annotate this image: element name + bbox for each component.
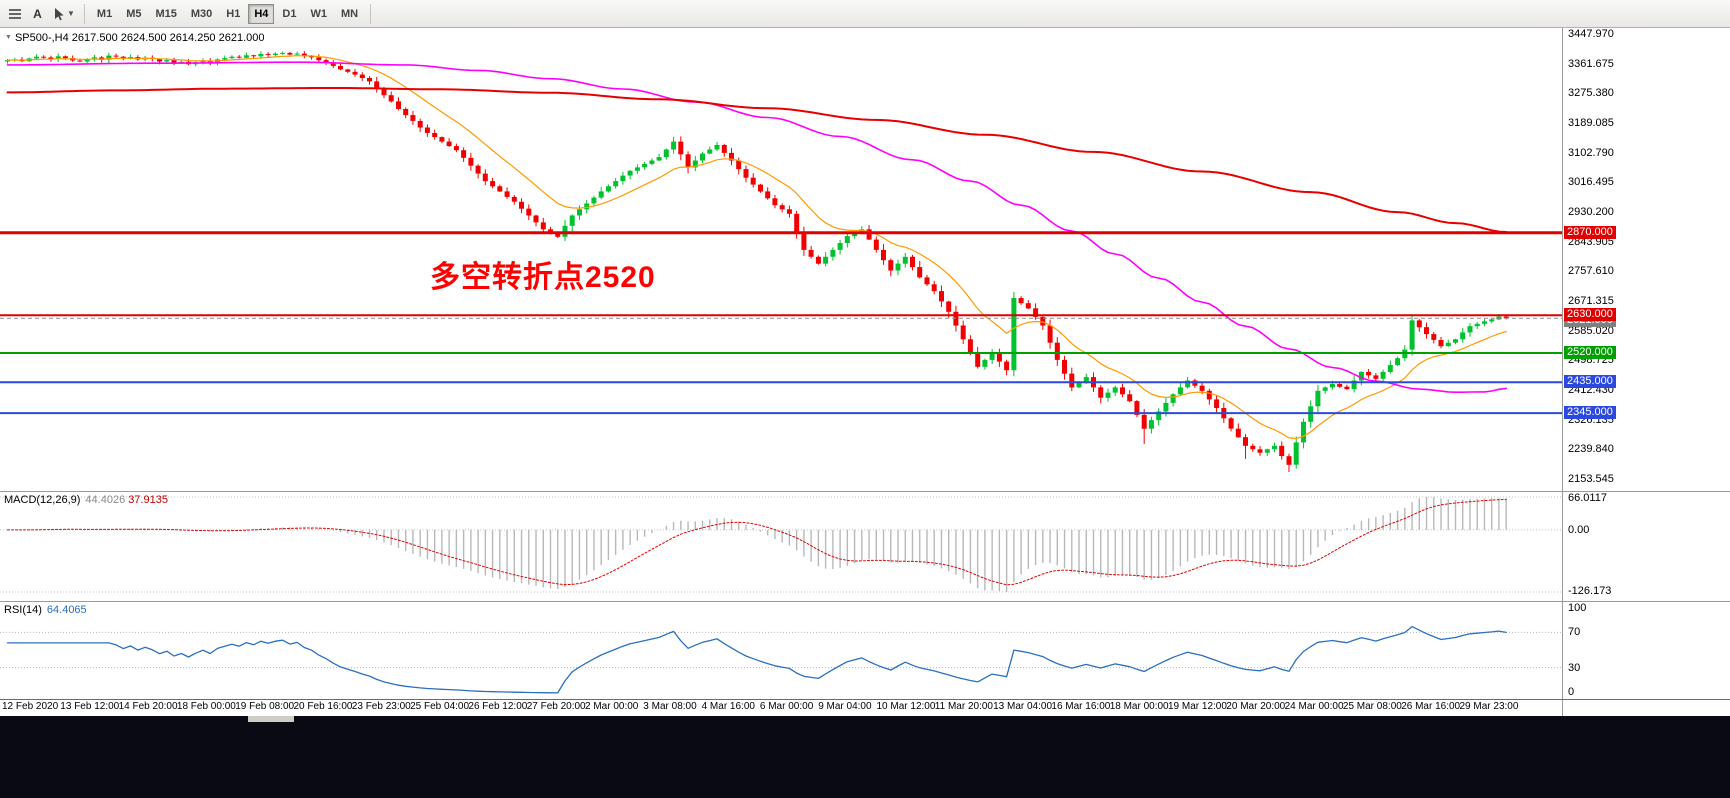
time-axis-label: 18 Mar 00:00 bbox=[1109, 701, 1169, 712]
scrollbar-thumb[interactable] bbox=[248, 716, 294, 722]
time-axis[interactable]: 12 Feb 2020 13 Feb 12:00 14 Feb 20:00 18 Fe… bbox=[0, 700, 1563, 716]
price-tick-label: 2930.200 bbox=[1568, 206, 1614, 218]
timeframe-button-w1[interactable]: W1 bbox=[304, 4, 333, 24]
time-axis-label: 26 Feb 12:00 bbox=[468, 701, 528, 712]
price-tick-label: 3275.380 bbox=[1568, 87, 1614, 100]
time-axis-label: 29 Mar 23:00 bbox=[1459, 701, 1519, 712]
toolbar-separator bbox=[83, 3, 85, 24]
time-axis-label: 6 Mar 00:00 bbox=[759, 701, 814, 712]
time-scale-corner bbox=[1563, 700, 1730, 716]
timeframe-button-d1[interactable]: D1 bbox=[276, 4, 302, 24]
price-tick-label: 3189.085 bbox=[1568, 117, 1614, 129]
level-badge: 2870.000 bbox=[1564, 225, 1616, 239]
level-badge: 2345.000 bbox=[1564, 406, 1616, 420]
price-tick-label: 3102.790 bbox=[1568, 146, 1614, 159]
price-tick-label: 2585.020 bbox=[1568, 324, 1614, 337]
time-axis-label: 13 Feb 12:00 bbox=[60, 701, 120, 712]
price-tick-label: 2153.545 bbox=[1568, 473, 1614, 485]
toolbar-separator bbox=[370, 3, 372, 24]
rsi-tick-label: 100 bbox=[1568, 602, 1587, 614]
taskbar bbox=[0, 716, 1730, 798]
text-tool-button[interactable]: A bbox=[26, 3, 49, 25]
rsi-scale-corner: 100 70 30 0 bbox=[1563, 602, 1730, 699]
timeframe-buttons: M1 M5 M15 M30 H1 H4 D1 W1 MN bbox=[90, 3, 365, 24]
time-axis-label: 2 Mar 00:00 bbox=[585, 701, 639, 712]
macd-label: MACD(12,26,9) 44.4026 37.9135 bbox=[4, 494, 168, 506]
price-chart[interactable]: ▼ SP500-,H4 2617.500 2624.500 2614.250 26… bbox=[0, 28, 1563, 491]
price-tick-label: 3016.495 bbox=[1568, 176, 1614, 189]
timeframe-button-m5[interactable]: M5 bbox=[120, 4, 147, 24]
timeframe-button-mn[interactable]: MN bbox=[335, 4, 364, 24]
rsi-tick-label: 30 bbox=[1568, 661, 1581, 674]
time-axis-label: 26 Mar 16:00 bbox=[1401, 701, 1461, 712]
toolbar: A ▼ M1 M5 M15 M30 H1 H4 D1 W1 MN bbox=[0, 0, 1730, 28]
time-axis-label: 25 Feb 04:00 bbox=[410, 701, 470, 712]
macd-panel[interactable]: MACD(12,26,9) 44.4026 37.9135 bbox=[0, 492, 1563, 601]
time-axis-label: 14 Feb 20:00 bbox=[118, 701, 178, 712]
timeframe-button-h4[interactable]: H4 bbox=[248, 3, 275, 24]
timeframe-button-m15[interactable]: M15 bbox=[149, 4, 182, 24]
cursor-icon bbox=[55, 7, 64, 20]
rsi-panel[interactable]: RSI(14) 64.4065 bbox=[0, 602, 1563, 699]
rsi-name: RSI(14) bbox=[4, 604, 42, 616]
charts-menu-button[interactable] bbox=[3, 3, 26, 25]
time-axis-label: 20 Feb 16:00 bbox=[293, 701, 353, 712]
time-axis-label: 3 Mar 08:00 bbox=[643, 701, 697, 712]
price-tick-label: 2671.315 bbox=[1568, 295, 1614, 307]
time-axis-label: 24 Mar 00:00 bbox=[1284, 701, 1344, 712]
macd-name: MACD(12,26,9) bbox=[4, 494, 81, 506]
level-badge: 2630.000 bbox=[1564, 308, 1616, 322]
rsi-value: 64.4065 bbox=[46, 604, 87, 616]
time-axis-label: 10 Mar 12:00 bbox=[876, 701, 936, 712]
price-tick-label: 3447.970 bbox=[1568, 28, 1614, 40]
rsi-tick-label: 0 bbox=[1568, 686, 1575, 698]
time-axis-label: 4 Mar 16:00 bbox=[701, 701, 755, 712]
cursor-tool-button[interactable]: ▼ bbox=[49, 3, 79, 25]
level-badge: 2520.000 bbox=[1564, 346, 1616, 360]
chart-title-text: SP500-,H4 2617.500 2624.500 2614.250 262… bbox=[14, 32, 265, 44]
price-tick-label: 2239.840 bbox=[1568, 443, 1614, 456]
price-scale[interactable]: 3447.970 3361.675 3275.380 3189.085 3102.790… bbox=[1563, 28, 1730, 491]
collapse-arrow-icon: ▼ bbox=[5, 34, 12, 41]
time-axis-label: 27 Feb 20:00 bbox=[526, 701, 586, 712]
time-axis-label: 18 Feb 00:00 bbox=[176, 701, 236, 712]
time-axis-label: 12 Feb 2020 bbox=[2, 701, 59, 712]
timeframe-button-h1[interactable]: H1 bbox=[220, 4, 246, 24]
time-axis-label: 16 Mar 16:00 bbox=[1051, 701, 1111, 712]
price-tick-label: 2757.610 bbox=[1568, 265, 1614, 278]
time-axis-label: 11 Mar 20:00 bbox=[934, 701, 993, 712]
chart-annotation-text[interactable]: 多空转折点2520 bbox=[430, 261, 656, 294]
chevron-down-icon: ▼ bbox=[67, 9, 75, 18]
macd-signal-value: 37.9135 bbox=[128, 494, 168, 506]
time-axis-label: 19 Feb 08:00 bbox=[235, 701, 295, 712]
time-axis-label: 25 Mar 08:00 bbox=[1342, 701, 1402, 712]
time-axis-label: 9 Mar 04:00 bbox=[818, 701, 872, 712]
macd-scale[interactable]: 66.0117 0.00 -126.173 bbox=[1563, 492, 1730, 601]
time-axis-label: 23 Feb 23:00 bbox=[351, 701, 411, 712]
menu-icon bbox=[8, 8, 21, 19]
timeframe-button-m1[interactable]: M1 bbox=[91, 4, 118, 24]
level-badge: 2435.000 bbox=[1564, 375, 1616, 389]
price-tick-label: 3361.675 bbox=[1568, 57, 1614, 70]
time-axis-label: 19 Mar 12:00 bbox=[1168, 701, 1227, 712]
chart-title: ▼ SP500-,H4 2617.500 2624.500 2614.250 26… bbox=[5, 32, 265, 44]
macd-main-value: 44.4026 bbox=[85, 494, 126, 506]
time-axis-label: 13 Mar 04:00 bbox=[993, 701, 1053, 712]
time-axis-label: 20 Mar 20:00 bbox=[1226, 701, 1286, 712]
macd-tick-label: 0.00 bbox=[1568, 523, 1590, 536]
rsi-label: RSI(14) 64.4065 bbox=[4, 604, 87, 616]
timeframe-button-m30[interactable]: M30 bbox=[185, 4, 218, 24]
macd-tick-label: -126.173 bbox=[1568, 585, 1612, 597]
rsi-tick-label: 70 bbox=[1568, 626, 1581, 639]
macd-tick-label: 66.0117 bbox=[1568, 492, 1607, 504]
